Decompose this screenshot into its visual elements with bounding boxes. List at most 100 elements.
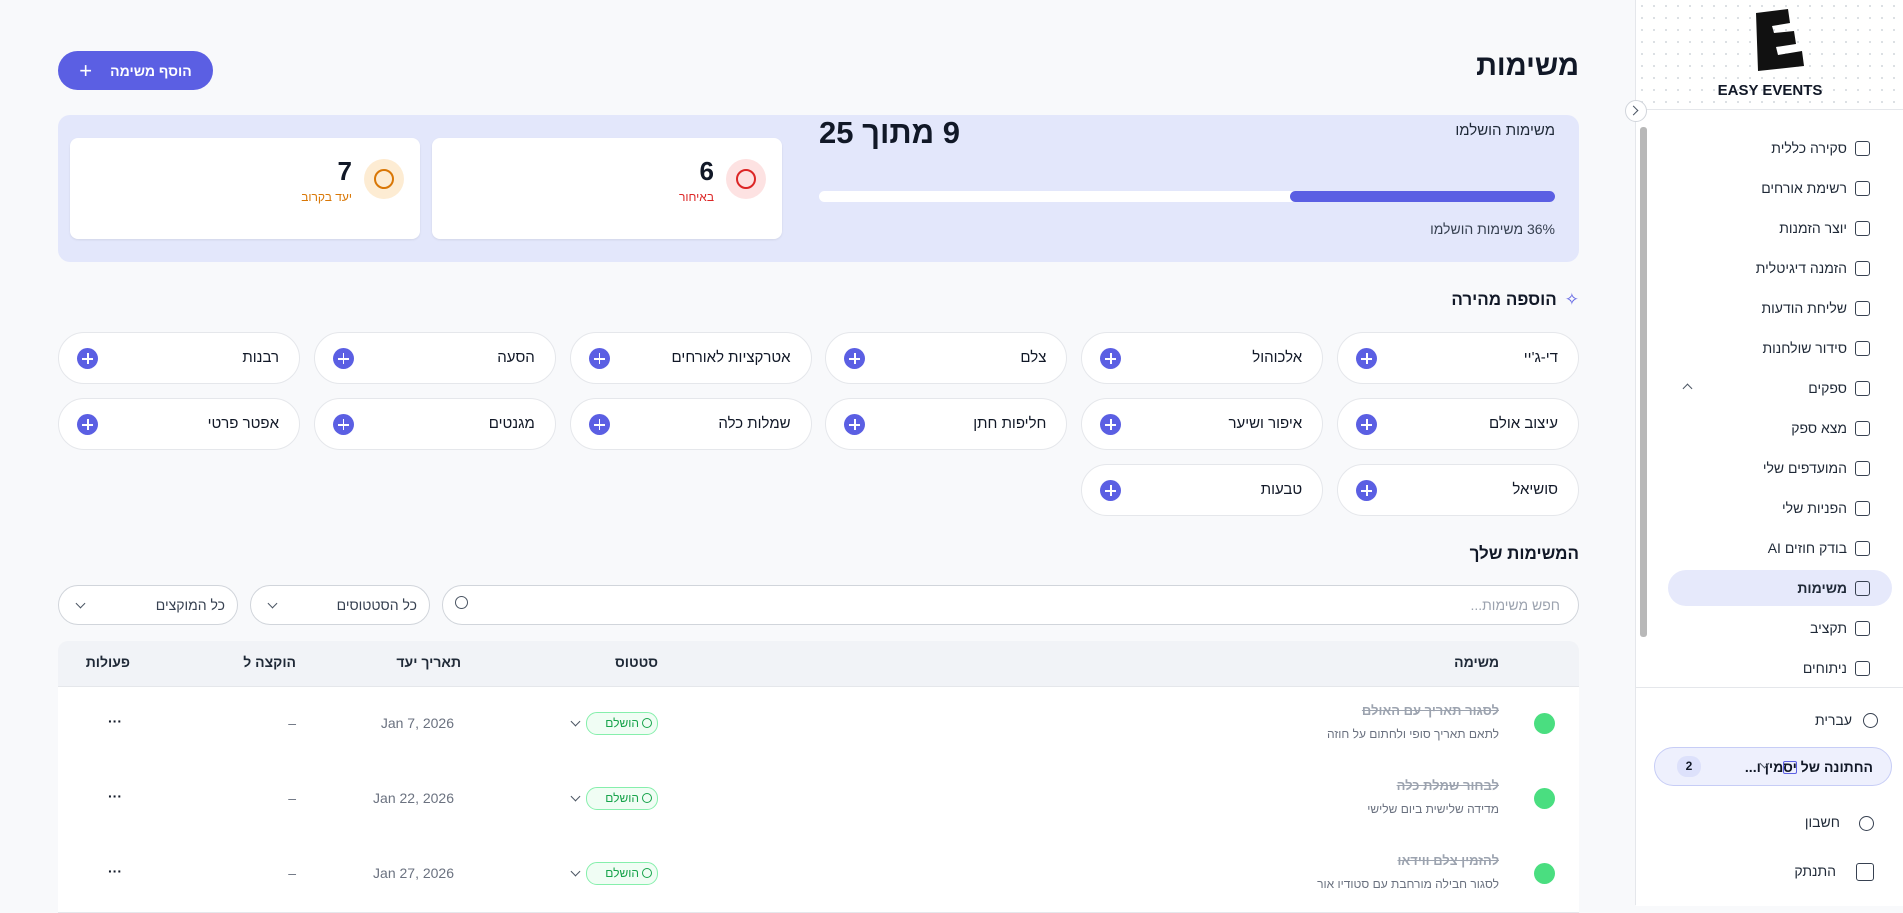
- quick-add-label: אלכוהול: [1252, 349, 1303, 366]
- plus-icon: [1356, 480, 1377, 501]
- status-chevron: [570, 791, 581, 802]
- search-icon: [455, 596, 468, 609]
- quick-add-button[interactable]: הסעה: [313, 332, 556, 384]
- nav-item[interactable]: סקירה כללית: [1771, 140, 1847, 156]
- nav-icon: [1855, 421, 1870, 436]
- nav-item[interactable]: שליחת הודעות: [1761, 300, 1848, 316]
- nav-icon: [1855, 581, 1870, 596]
- assignee: –: [288, 715, 296, 731]
- quick-add-button[interactable]: שמלות כלה: [569, 398, 812, 450]
- quick-add-button[interactable]: חליפות חתן: [825, 398, 1068, 450]
- brand-name: EASY EVENTS: [1717, 82, 1823, 99]
- status-badge[interactable]: הושלם: [586, 862, 658, 885]
- sparkle-icon: ✧: [1564, 290, 1579, 309]
- progress-panel: משימות הושלמו 9 מתוך 25 36% משימות הושלמ…: [58, 115, 1579, 262]
- nav-item[interactable]: ספקים: [1808, 380, 1847, 396]
- done-icon: [1534, 863, 1555, 884]
- nav-item[interactable]: יוצר הזמנות: [1779, 220, 1847, 236]
- column-header: סטטוס: [614, 654, 658, 670]
- quick-add-button[interactable]: אטרקציות לאורחים: [569, 332, 812, 384]
- collapse-button[interactable]: [1625, 100, 1647, 122]
- search-placeholder: חפש משימות...: [1470, 597, 1560, 613]
- quick-add-label: איפור ושיער: [1228, 415, 1303, 432]
- nav-item[interactable]: רשימת אורחים: [1761, 180, 1847, 196]
- language[interactable]: עברית: [1814, 712, 1852, 728]
- assignee-filter[interactable]: כל המוקצים: [58, 585, 238, 625]
- quick-add-button[interactable]: אלכוהול: [1081, 332, 1324, 384]
- status-check: [642, 718, 652, 728]
- due-soon-count: 7: [337, 156, 352, 186]
- assignee: –: [288, 865, 296, 881]
- nav-item[interactable]: בודק חוזים AI: [1767, 540, 1847, 556]
- plus-icon: [77, 348, 98, 369]
- clock-icon: [364, 159, 404, 199]
- status-check: [642, 793, 652, 803]
- event-count: 2: [1677, 756, 1701, 777]
- nav-item[interactable]: הפניות שלי: [1782, 500, 1847, 516]
- quick-add-label: אפטר פרטי: [207, 415, 279, 432]
- column-header: משימה: [1454, 654, 1499, 670]
- add-task-button[interactable]: הוסף משימה +: [58, 51, 213, 90]
- nav-icon: [1855, 141, 1870, 156]
- quick-add-button[interactable]: מגנטים: [313, 398, 556, 450]
- progress-track: [819, 191, 1555, 202]
- logout[interactable]: התנתק: [1794, 863, 1836, 879]
- plus-icon: +: [79, 57, 93, 83]
- nav-icon: [1855, 461, 1870, 476]
- task-row: לסגור תאריך עם האולם לתאם תאריך סופי ולחת…: [58, 687, 1579, 763]
- task-title: להזמין צלם ווידאו: [1397, 853, 1499, 868]
- search-input[interactable]: חפש משימות...: [442, 585, 1579, 625]
- quick-add-button[interactable]: רבנות: [58, 332, 300, 384]
- quick-add-label: מגנטים: [488, 415, 535, 432]
- event-selector[interactable]: החתונה של יסמין ו... 2: [1654, 747, 1892, 786]
- overdue-count: 6: [699, 156, 714, 186]
- plus-icon: [1100, 480, 1122, 501]
- nav-item[interactable]: הזמנה דיגיטלית: [1755, 260, 1847, 276]
- plus-icon: [844, 348, 866, 369]
- quick-add-button[interactable]: עיצוב אולם: [1337, 398, 1579, 450]
- quick-add-label: סושיאל: [1512, 481, 1558, 498]
- quick-add-label: צלם: [1020, 349, 1047, 366]
- overdue-label: באיחור: [678, 190, 714, 204]
- nav-item[interactable]: תקציב: [1809, 620, 1847, 636]
- quick-add-label: הסעה: [497, 349, 535, 366]
- quick-add-button[interactable]: אפטר פרטי: [58, 398, 300, 450]
- quick-add-button[interactable]: צלם: [825, 332, 1068, 384]
- quick-add-button[interactable]: איפור ושיער: [1081, 398, 1324, 450]
- progress-count: 9 מתוך 25: [819, 115, 960, 150]
- tasks-title: המשימות שלך: [1469, 544, 1579, 563]
- plus-icon: [588, 348, 610, 369]
- quick-add-button[interactable]: סושיאל: [1337, 464, 1579, 516]
- nav-icon: [1855, 341, 1870, 356]
- actions-menu[interactable]: ···: [108, 788, 122, 804]
- nav-item[interactable]: משימות: [1797, 580, 1847, 596]
- calendar-icon: [1783, 761, 1797, 774]
- status-badge[interactable]: הושלם: [586, 787, 658, 810]
- quick-add-button[interactable]: די-ג'יי: [1337, 332, 1579, 384]
- plus-icon: [77, 414, 98, 435]
- actions-menu[interactable]: ···: [108, 713, 122, 729]
- globe-icon: [1863, 713, 1878, 728]
- account[interactable]: חשבון: [1804, 814, 1840, 830]
- chevron: [75, 598, 86, 609]
- status-chevron: [570, 866, 581, 877]
- scrollbar-thumb: [1640, 127, 1647, 637]
- nav-item[interactable]: סידור שולחנות: [1762, 340, 1847, 356]
- quick-add-button[interactable]: טבעות: [1081, 464, 1324, 516]
- actions-menu[interactable]: ···: [108, 863, 122, 879]
- add-task-label: הוסף משימה: [110, 62, 192, 79]
- plus-icon: [332, 414, 354, 435]
- progress-percent-label: 36% משימות הושלמו: [1430, 221, 1555, 237]
- task-subtitle: לתאם תאריך סופי ולחתום על חוזה: [1327, 727, 1499, 741]
- user-icon: [1859, 816, 1874, 831]
- plus-icon: [844, 414, 866, 435]
- status-badge[interactable]: הושלם: [586, 712, 658, 735]
- nav-item[interactable]: מצא ספק: [1791, 420, 1847, 436]
- event-name: החתונה של יסמין ו...: [1744, 759, 1873, 775]
- status-filter[interactable]: כל הסטטוסים: [250, 585, 430, 625]
- nav-item[interactable]: המועדפים שלי: [1762, 460, 1847, 476]
- quick-add-label: אטרקציות לאורחים: [671, 349, 791, 366]
- nav-item[interactable]: ניתוחים: [1802, 660, 1847, 676]
- progress-label: משימות הושלמו: [1455, 122, 1555, 139]
